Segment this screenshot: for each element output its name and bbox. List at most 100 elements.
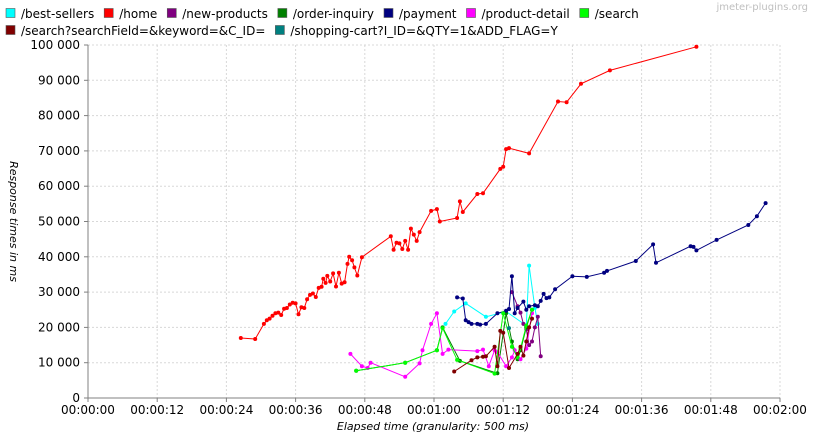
data-point bbox=[492, 344, 497, 349]
data-point bbox=[455, 357, 460, 362]
data-point bbox=[417, 361, 422, 366]
y-tick-label: 20 000 bbox=[38, 320, 80, 334]
data-point bbox=[507, 326, 511, 331]
y-tick-label: 10 000 bbox=[38, 356, 80, 370]
legend-swatch bbox=[166, 8, 177, 18]
legend-label: /shopping-cart?I_ID=&QTY=1&ADD_FLAG=Y bbox=[290, 24, 558, 38]
y-tick-label: 70 000 bbox=[38, 144, 80, 158]
legend-label: /search?searchField=&keyword=&C_ID= bbox=[21, 24, 265, 38]
data-point bbox=[530, 316, 534, 321]
y-tick-label: 90 000 bbox=[38, 73, 80, 87]
data-point bbox=[408, 226, 413, 231]
legend-swatch bbox=[579, 8, 590, 18]
series-4 bbox=[455, 201, 768, 327]
data-point bbox=[694, 248, 699, 253]
data-point bbox=[276, 310, 281, 315]
x-tick-label: 00:00:00 bbox=[61, 403, 115, 417]
data-point bbox=[527, 304, 532, 309]
data-point bbox=[541, 291, 546, 296]
data-point bbox=[538, 298, 543, 303]
data-point bbox=[310, 291, 315, 296]
data-point bbox=[355, 273, 360, 278]
data-point bbox=[434, 207, 439, 212]
data-point bbox=[460, 296, 465, 301]
data-point bbox=[348, 351, 353, 356]
data-point bbox=[313, 295, 318, 299]
x-tick-label: 00:01:24 bbox=[545, 403, 599, 417]
data-point bbox=[498, 166, 503, 171]
legend-label: /home bbox=[119, 7, 157, 21]
data-point bbox=[532, 325, 537, 330]
chart-series-layer bbox=[238, 44, 768, 379]
data-point bbox=[267, 316, 272, 321]
legend-item: /home bbox=[103, 7, 157, 21]
series-1 bbox=[238, 44, 699, 341]
legend-swatch bbox=[5, 8, 16, 18]
data-point bbox=[492, 371, 497, 376]
x-tick-label: 00:01:00 bbox=[407, 403, 461, 417]
data-point bbox=[463, 318, 468, 323]
y-axis-label: Response times in ms bbox=[7, 161, 20, 282]
data-point bbox=[420, 348, 425, 353]
data-point bbox=[530, 307, 534, 312]
data-point bbox=[359, 255, 364, 260]
data-point bbox=[483, 354, 488, 359]
x-tick-label: 00:00:24 bbox=[199, 403, 253, 417]
legend-label: /product-detail bbox=[482, 7, 570, 21]
data-point bbox=[501, 164, 506, 169]
data-point bbox=[406, 247, 411, 252]
data-point bbox=[475, 349, 480, 354]
data-point bbox=[515, 351, 520, 356]
data-point bbox=[633, 259, 638, 263]
data-point bbox=[331, 271, 336, 276]
data-point bbox=[319, 284, 324, 289]
x-tick-label: 00:01:48 bbox=[684, 403, 738, 417]
data-point bbox=[535, 304, 540, 309]
data-point bbox=[584, 274, 589, 279]
data-point bbox=[527, 151, 532, 156]
series-line bbox=[356, 309, 533, 374]
data-point bbox=[325, 273, 330, 278]
legend-swatch bbox=[277, 8, 288, 18]
y-tick-label: 40 000 bbox=[38, 250, 80, 264]
chart-legend: /best-sellers/home/new-products/order-in… bbox=[5, 7, 639, 38]
data-point bbox=[443, 321, 448, 326]
legend-item: /shopping-cart?I_ID=&QTY=1&ADD_FLAG=Y bbox=[275, 24, 558, 38]
data-point bbox=[509, 355, 514, 360]
data-point bbox=[495, 311, 500, 316]
data-point bbox=[602, 270, 607, 275]
x-tick-label: 00:00:48 bbox=[338, 403, 392, 417]
data-point bbox=[261, 321, 266, 326]
legend-label: /payment bbox=[399, 7, 457, 21]
x-tick-label: 00:00:36 bbox=[269, 403, 323, 417]
data-point bbox=[518, 344, 523, 349]
data-point bbox=[607, 68, 612, 73]
data-point bbox=[754, 214, 759, 219]
chart-axes: 0 10 000 20 000 30 000 40 000 50 000 60 000 70 … bbox=[30, 38, 807, 417]
y-tick-label: 50 000 bbox=[38, 215, 80, 229]
data-point bbox=[495, 364, 500, 369]
legend-item: /product-detail bbox=[466, 7, 570, 21]
data-point bbox=[455, 295, 460, 300]
data-point bbox=[507, 366, 511, 370]
data-point bbox=[714, 237, 719, 242]
data-point bbox=[429, 321, 434, 326]
y-tick-label: 100 000 bbox=[30, 38, 80, 52]
legend-label: /order-inquiry bbox=[293, 7, 374, 21]
data-point bbox=[238, 336, 243, 340]
legend-swatch bbox=[5, 25, 16, 35]
data-point bbox=[521, 353, 526, 358]
data-point bbox=[538, 354, 543, 359]
data-point bbox=[287, 302, 292, 307]
legend-item: /search?searchField=&keyword=&C_ID= bbox=[5, 24, 265, 38]
x-axis-label: Elapsed time (granularity: 500 ms) bbox=[337, 420, 529, 433]
data-point bbox=[455, 216, 460, 220]
data-point bbox=[501, 311, 506, 316]
data-point bbox=[345, 261, 350, 266]
data-point bbox=[347, 254, 352, 259]
data-point bbox=[507, 307, 511, 311]
data-point bbox=[521, 321, 526, 326]
series-line bbox=[350, 311, 533, 378]
